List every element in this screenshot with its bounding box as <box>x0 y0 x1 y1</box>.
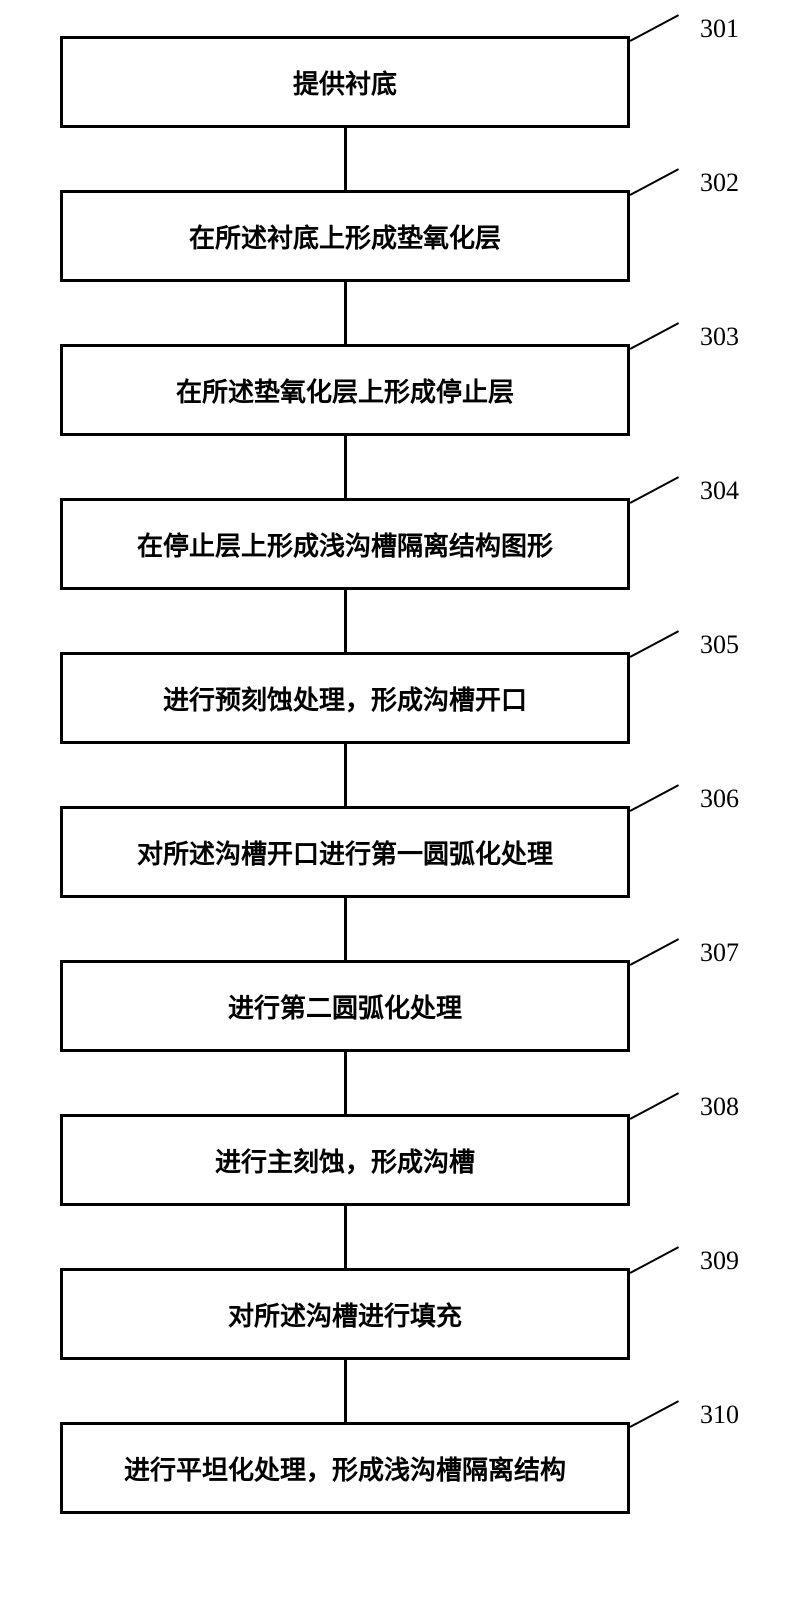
step-text: 对所述沟槽进行填充 <box>228 1296 462 1333</box>
step-box: 在所述衬底上形成垫氧化层 <box>60 190 630 282</box>
step-label: 302 <box>700 168 739 198</box>
step-label: 310 <box>700 1400 739 1430</box>
flow-connector <box>344 436 347 498</box>
step-text: 在所述衬底上形成垫氧化层 <box>189 218 501 255</box>
label-leader <box>630 476 680 504</box>
step-text: 对所述沟槽开口进行第一圆弧化处理 <box>137 834 553 871</box>
step-text: 在所述垫氧化层上形成停止层 <box>176 372 514 409</box>
step-box: 进行第二圆弧化处理 <box>60 960 630 1052</box>
step-label: 301 <box>700 14 739 44</box>
step-box: 对所述沟槽开口进行第一圆弧化处理 <box>60 806 630 898</box>
flow-connector <box>344 590 347 652</box>
step-text: 进行主刻蚀，形成沟槽 <box>215 1142 475 1179</box>
flow-connector <box>344 282 347 344</box>
step-text: 进行平坦化处理，形成浅沟槽隔离结构 <box>124 1450 566 1487</box>
flow-connector <box>344 744 347 806</box>
step-text: 进行第二圆弧化处理 <box>228 988 462 1025</box>
flowchart-canvas: 提供衬底 301 在所述衬底上形成垫氧化层 302 在所述垫氧化层上形成停止层 303 在停… <box>0 0 800 1620</box>
step-box: 在停止层上形成浅沟槽隔离结构图形 <box>60 498 630 590</box>
flow-connector <box>344 898 347 960</box>
step-label: 305 <box>700 630 739 660</box>
step-box: 在所述垫氧化层上形成停止层 <box>60 344 630 436</box>
flow-connector <box>344 1052 347 1114</box>
step-text: 提供衬底 <box>293 64 397 101</box>
label-leader <box>630 168 680 196</box>
step-box: 进行平坦化处理，形成浅沟槽隔离结构 <box>60 1422 630 1514</box>
label-leader <box>630 784 680 812</box>
step-box: 进行预刻蚀处理，形成沟槽开口 <box>60 652 630 744</box>
step-label: 306 <box>700 784 739 814</box>
label-leader <box>630 14 680 42</box>
label-leader <box>630 1092 680 1120</box>
step-box: 对所述沟槽进行填充 <box>60 1268 630 1360</box>
flow-connector <box>344 1360 347 1422</box>
label-leader <box>630 938 680 966</box>
step-text: 进行预刻蚀处理，形成沟槽开口 <box>163 680 527 717</box>
flow-connector <box>344 1206 347 1268</box>
label-leader <box>630 322 680 350</box>
step-label: 303 <box>700 322 739 352</box>
step-box: 进行主刻蚀，形成沟槽 <box>60 1114 630 1206</box>
label-leader <box>630 630 680 658</box>
step-text: 在停止层上形成浅沟槽隔离结构图形 <box>137 526 553 563</box>
step-box: 提供衬底 <box>60 36 630 128</box>
step-label: 307 <box>700 938 739 968</box>
label-leader <box>630 1246 680 1274</box>
label-leader <box>630 1400 680 1428</box>
step-label: 304 <box>700 476 739 506</box>
step-label: 308 <box>700 1092 739 1122</box>
flow-connector <box>344 128 347 190</box>
step-label: 309 <box>700 1246 739 1276</box>
